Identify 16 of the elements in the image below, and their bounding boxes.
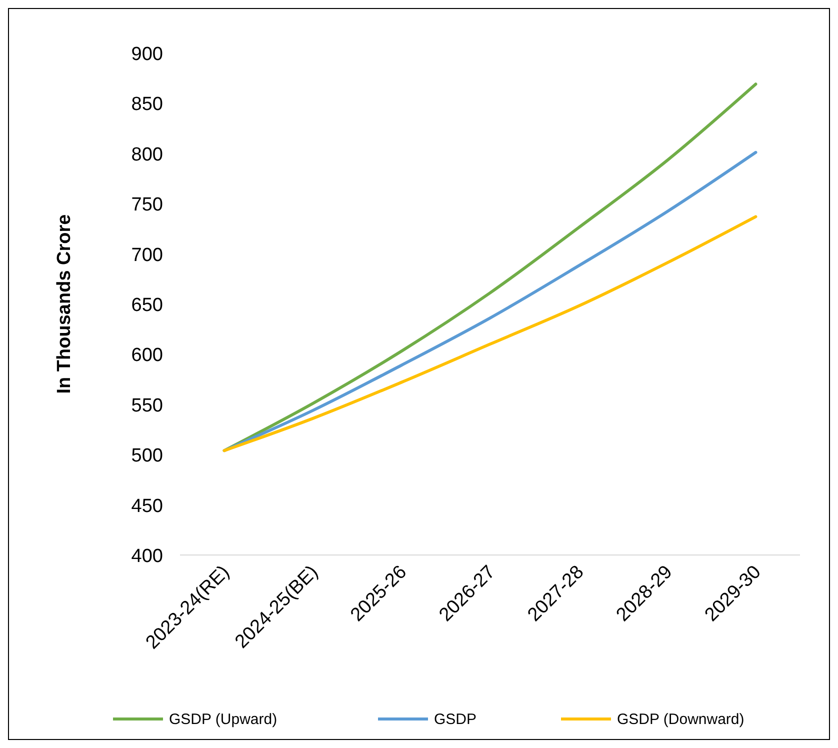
y-tick-label: 600: [131, 345, 163, 366]
y-tick-label: 850: [131, 94, 163, 116]
y-tick-label: 800: [131, 144, 163, 166]
y-axis-title: In Thousands Crore: [54, 214, 75, 394]
legend-label: GSDP: [434, 711, 477, 728]
y-tick-label: 400: [131, 546, 163, 567]
line-series: [222, 215, 758, 452]
y-tick-label: 700: [131, 244, 163, 266]
y-tick-label: 500: [131, 446, 163, 467]
legend-label: GSDP (Upward): [169, 711, 278, 728]
y-tick-label: 550: [131, 395, 163, 416]
y-tick-label: 900: [131, 44, 163, 65]
y-tick-label: 650: [131, 295, 163, 316]
y-tick-label: 750: [131, 194, 163, 216]
legend-label: GSDP (Downward): [617, 711, 744, 728]
y-tick-label: 450: [131, 496, 163, 517]
